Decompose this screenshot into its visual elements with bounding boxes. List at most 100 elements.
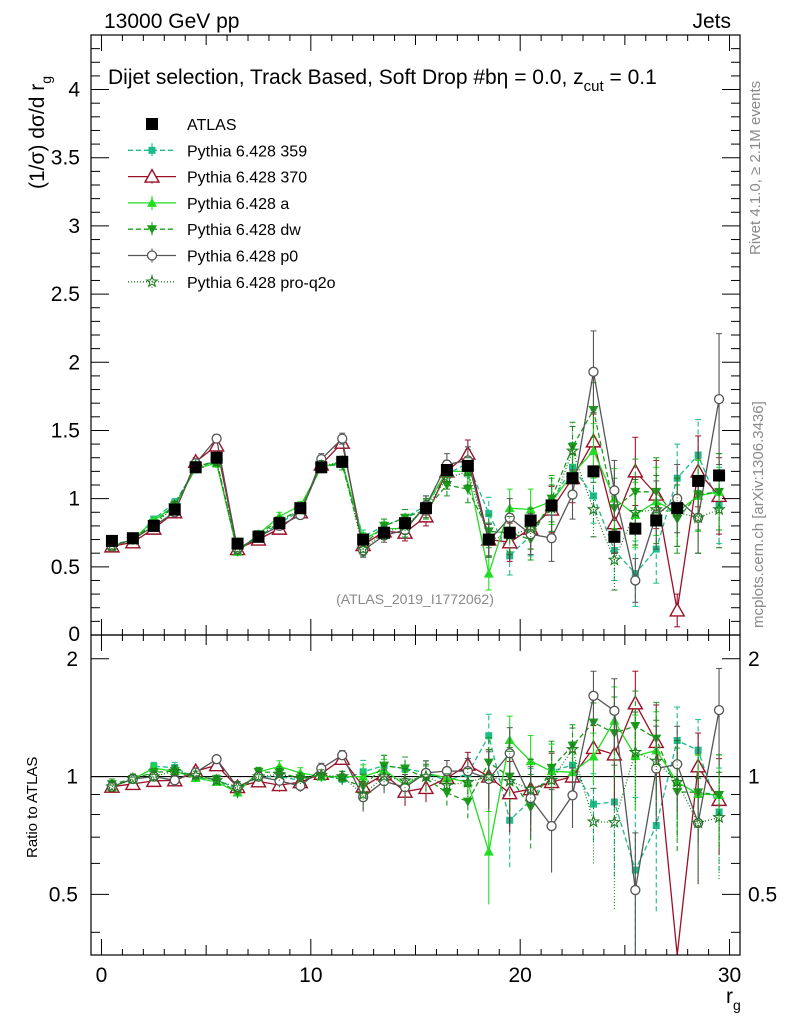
legend-label: Pythia 6.428 dw <box>187 222 301 239</box>
data-point <box>483 568 494 578</box>
analysis-tag: (ATLAS_2019_I1772062) <box>336 591 494 607</box>
legend-marker <box>146 118 158 130</box>
axes-ticks: 0 10 20 30 0.5 1 1.5 2 2.5 3 3.5 4 0 0.5 0.5 1 1 2 2 <box>49 34 777 987</box>
data-point <box>356 542 370 555</box>
ratio-point <box>481 769 496 783</box>
ratio-point <box>630 751 641 761</box>
ratio-point <box>670 774 684 788</box>
data-point <box>668 602 686 617</box>
ratio-point <box>211 775 222 785</box>
data-point <box>628 505 643 518</box>
data-point <box>607 552 622 566</box>
ratio-point <box>523 782 538 795</box>
ratio-point <box>609 705 620 716</box>
ratio-point <box>209 773 224 787</box>
atlas-point <box>524 514 537 527</box>
ratio-series-5 <box>105 711 726 910</box>
ratio-point <box>377 769 391 783</box>
selection-main: Dijet selection, Track Based, Soft Drop … <box>108 66 584 89</box>
legend-marker <box>143 168 161 183</box>
data-point <box>609 485 620 496</box>
legend-entry-6: Pythia 6.428 pro-q2o <box>128 274 336 292</box>
ratio-point <box>105 779 119 793</box>
legend-entry-2: Pythia 6.428 370 <box>128 168 307 187</box>
ratio-tick-label-right: 2 <box>748 648 760 671</box>
atlas-point <box>126 532 139 545</box>
ratio-point <box>272 767 287 781</box>
ratio-tick-label-left: 1 <box>66 766 78 789</box>
atlas-point <box>378 526 391 539</box>
data-point <box>627 462 644 478</box>
ratio-point <box>628 745 643 759</box>
data-point <box>462 485 473 495</box>
ratio-series-2 <box>106 686 725 905</box>
legend-marker <box>146 250 158 261</box>
series-line-0 <box>111 453 720 575</box>
ratio-point <box>295 780 306 792</box>
atlas-point <box>231 537 244 550</box>
atlas-point <box>357 533 370 546</box>
ratio-point <box>419 769 433 783</box>
legend-marker <box>147 225 157 235</box>
legend-marker <box>148 146 156 154</box>
ratio-point <box>546 820 557 832</box>
legend-label: Pythia 6.428 359 <box>187 143 307 160</box>
ratio-point <box>356 787 370 801</box>
mcplots-label: mcplots.cern.ch [arXiv:1306.3436] <box>750 401 767 628</box>
data-point <box>523 521 538 535</box>
x-axis-title: rg <box>726 985 741 1013</box>
atlas-point <box>629 522 642 535</box>
ratio-point <box>546 763 557 773</box>
ratio-point <box>167 763 182 777</box>
atlas-point <box>399 517 412 530</box>
ratio-tick-label-left: 2 <box>66 648 78 671</box>
selection-title: Dijet selection, Track Based, Soft Drop … <box>108 66 657 95</box>
x-axis-title-sub: g <box>733 997 741 1013</box>
ratio-point <box>126 771 140 785</box>
data-point <box>649 502 664 516</box>
atlas-point <box>105 534 118 547</box>
ratio-series-0 <box>108 706 723 955</box>
x-tick-label: 0 <box>96 964 108 987</box>
ratio-line-3 <box>111 721 720 809</box>
atlas-point <box>671 502 684 515</box>
atlas-point <box>168 503 181 516</box>
atlas-point <box>482 533 495 546</box>
ratio-point <box>251 769 266 783</box>
atlas-point <box>336 455 349 468</box>
legend-marker <box>145 274 159 288</box>
atlas-point <box>440 464 453 476</box>
atlas-point <box>189 461 202 474</box>
ratio-point <box>651 763 662 774</box>
ratio-point <box>712 810 726 824</box>
ratio-point <box>691 815 705 829</box>
data-point <box>691 510 705 524</box>
legend: ATLAS Pythia 6.428 359 Pythia 6.428 370 Pyt… <box>128 117 336 292</box>
atlas-point <box>713 469 726 482</box>
atlas-point <box>461 459 474 472</box>
legend-entry-0: ATLAS <box>146 117 237 134</box>
ratio-panel-marks <box>91 667 740 956</box>
legend-entry-5: Pythia 6.428 p0 <box>128 248 298 266</box>
data-point <box>630 487 641 497</box>
ratio-point <box>544 773 559 786</box>
ratio-point <box>440 778 454 791</box>
ratio-point <box>147 769 161 783</box>
ratio-point <box>188 768 203 781</box>
ratio-point <box>358 771 369 781</box>
data-point <box>586 502 601 516</box>
data-point <box>588 445 599 455</box>
atlas-point <box>210 451 223 464</box>
data-point <box>485 510 493 518</box>
legend-marker <box>147 197 157 207</box>
ratio-point <box>714 790 725 800</box>
ratio-point <box>335 769 350 783</box>
y-tick-label: 4 <box>68 79 80 102</box>
ratio-line-4 <box>111 694 720 891</box>
ratio-point <box>565 742 580 756</box>
main-panel-marks <box>103 330 728 628</box>
y-tick-label: 2 <box>68 351 80 374</box>
y-tick-label: 1.5 <box>51 419 80 442</box>
atlas-point <box>692 474 705 487</box>
ratio-point <box>483 846 494 856</box>
